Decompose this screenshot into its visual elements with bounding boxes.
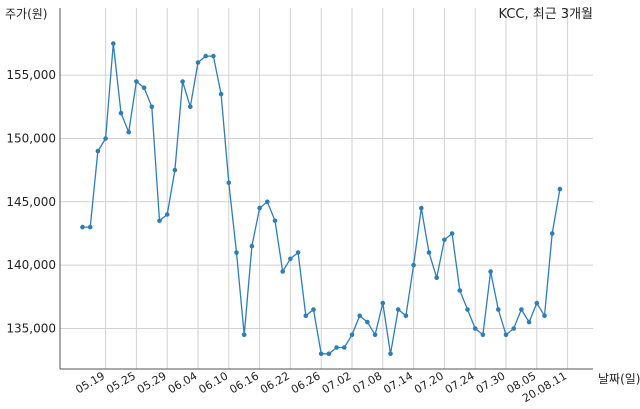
x-tick-label: 06.04 xyxy=(166,369,200,396)
data-point xyxy=(164,212,170,217)
data-point xyxy=(472,326,478,331)
data-point xyxy=(403,313,409,319)
data-point xyxy=(434,275,440,281)
y-tick-label: 145,000 xyxy=(6,195,56,209)
data-point xyxy=(395,307,401,312)
y-axis-ticks: 135,000 140,000 145,000 150,000 155,000 xyxy=(6,68,56,335)
data-point xyxy=(349,332,355,338)
data-point xyxy=(257,205,262,211)
data-point xyxy=(534,300,540,306)
data-point xyxy=(326,351,332,357)
data-point xyxy=(188,104,193,110)
plot-frame xyxy=(59,8,593,370)
data-point xyxy=(149,104,155,110)
data-point xyxy=(218,91,224,97)
x-tick-label: 07.20 xyxy=(412,369,446,396)
data-point xyxy=(303,313,309,319)
data-point xyxy=(272,218,278,224)
data-point xyxy=(234,250,239,255)
data-point xyxy=(365,319,370,325)
data-point xyxy=(226,180,232,186)
price-series xyxy=(80,41,563,357)
data-point xyxy=(280,269,286,274)
data-point xyxy=(311,307,316,312)
data-point xyxy=(249,243,255,249)
y-axis-label: 주가(원) xyxy=(5,7,47,21)
x-tick-label: 07.14 xyxy=(381,369,415,396)
data-point xyxy=(342,345,347,350)
data-point xyxy=(241,332,247,338)
data-point xyxy=(488,269,493,274)
data-point xyxy=(511,326,516,331)
x-axis-label: 날짜(일) xyxy=(598,372,640,386)
data-point xyxy=(526,319,532,325)
data-point xyxy=(419,205,424,211)
data-point xyxy=(195,60,201,65)
x-tick-label: 06.10 xyxy=(197,369,231,396)
x-tick-label: 07.24 xyxy=(443,369,477,396)
data-point xyxy=(126,129,131,135)
data-point xyxy=(95,148,101,154)
data-point xyxy=(465,307,470,312)
data-point xyxy=(372,332,378,338)
data-point xyxy=(503,332,509,338)
data-point xyxy=(442,237,447,243)
data-point xyxy=(388,351,393,357)
chart-title: KCC, 최근 3개월 xyxy=(499,7,593,22)
data-point xyxy=(157,218,162,224)
x-tick-label: 06.22 xyxy=(258,369,292,396)
y-tick-label: 135,000 xyxy=(6,321,56,335)
data-point xyxy=(111,41,116,46)
data-point xyxy=(549,231,555,236)
data-point xyxy=(380,300,386,306)
data-point xyxy=(172,167,178,173)
x-tick-label: 05.25 xyxy=(104,369,138,396)
data-point xyxy=(203,53,208,59)
data-point xyxy=(87,224,93,230)
data-point xyxy=(334,345,339,350)
y-tick-label: 155,000 xyxy=(6,68,56,82)
x-axis-ticks: 05.1905.2505.2906.0406.1006.1606.2206.26… xyxy=(73,369,569,405)
grid-lines xyxy=(60,8,593,369)
data-point xyxy=(295,250,301,255)
data-point xyxy=(134,79,139,84)
data-point xyxy=(118,110,124,116)
data-point xyxy=(318,351,324,357)
data-point xyxy=(426,250,432,255)
data-point xyxy=(141,85,147,91)
data-point xyxy=(457,288,463,293)
data-point xyxy=(542,313,547,319)
x-tick-label: 07.08 xyxy=(351,369,385,396)
data-point xyxy=(288,256,293,262)
x-tick-label: 06.16 xyxy=(227,369,261,396)
data-point xyxy=(519,307,524,312)
x-tick-label: 06.26 xyxy=(289,369,323,396)
x-tick-label: 07.30 xyxy=(474,369,508,396)
data-point xyxy=(357,313,363,319)
data-point xyxy=(103,136,108,141)
x-tick-label: 05.19 xyxy=(73,369,107,396)
data-point xyxy=(557,186,563,192)
x-tick-label: 07.02 xyxy=(320,369,354,396)
data-point xyxy=(411,262,416,268)
data-point xyxy=(180,79,185,84)
data-point xyxy=(496,307,501,312)
data-point xyxy=(265,199,270,205)
x-tick-label: 05.29 xyxy=(135,369,169,396)
data-point xyxy=(449,231,455,236)
y-tick-label: 140,000 xyxy=(6,258,56,272)
y-tick-label: 150,000 xyxy=(6,131,56,145)
data-point xyxy=(480,332,486,338)
data-point xyxy=(211,53,216,59)
data-point xyxy=(80,224,85,230)
